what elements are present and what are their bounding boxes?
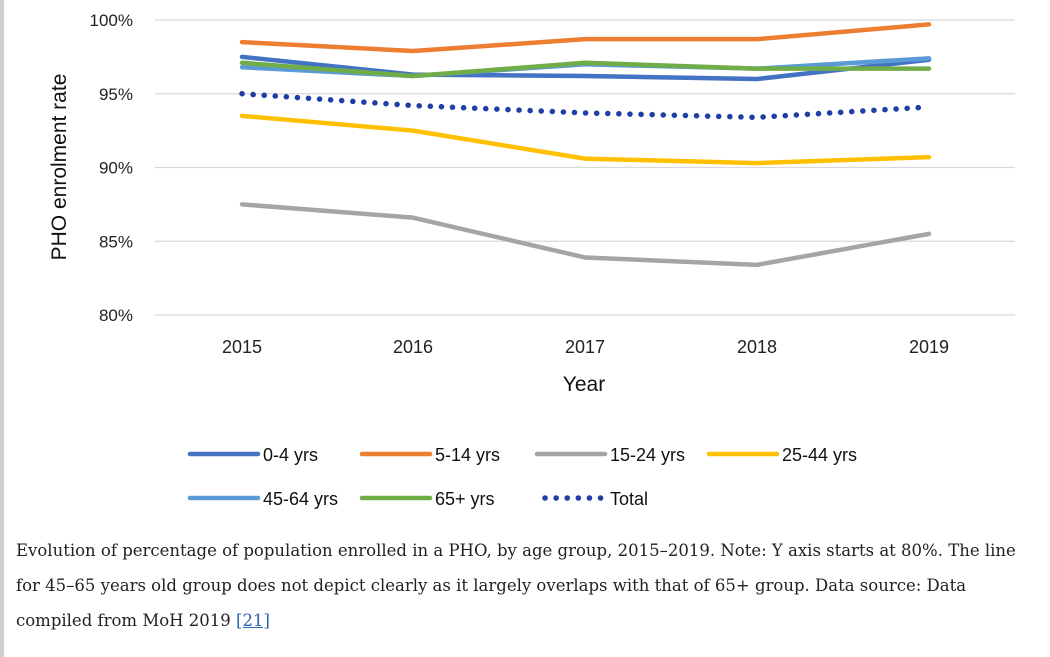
x-axis-ticks: 2015 2016 2017 2018 2019 [222,337,949,357]
legend-label-5-14-yrs: 5-14 yrs [435,445,500,465]
series-line-5-14-yrs [239,22,932,54]
x-tick-label: 2019 [909,337,949,357]
legend-label-45-64-yrs: 45-64 yrs [263,489,338,509]
series-line-25-44-yrs [239,113,932,166]
reference-link[interactable]: [21] [236,611,270,630]
y-tick-label: 100% [90,11,133,30]
series-line-total [239,91,932,121]
legend-label-25-44-yrs: 25-44 yrs [782,445,857,465]
y-tick-label: 95% [99,85,133,104]
x-tick-label: 2018 [737,337,777,357]
gridlines [155,19,1015,316]
x-tick-label: 2017 [565,337,605,357]
series-lines [239,22,932,268]
y-tick-label: 85% [99,232,133,251]
series-line-0-4-yrs [239,54,932,82]
series-line-65-yrs [239,60,932,79]
figure-caption: Evolution of percentage of population en… [16,533,1040,638]
legend-label-15-24-yrs: 15-24 yrs [610,445,685,465]
y-tick-label: 80% [99,306,133,325]
x-tick-label: 2016 [393,337,433,357]
x-axis-title: Year [563,373,605,396]
series-line-15-24-yrs [239,202,932,268]
legend: 0-4 yrs 5-14 yrs 15-24 yrs 25-44 yrs 45-64 y… [187,445,857,509]
legend-label-total: Total [610,489,648,509]
legend-label-65-yrs: 65+ yrs [435,489,495,509]
line-chart: 80% 85% 90% 95% 100% 2015 2016 2017 2018 2019 PH… [48,11,1015,509]
y-axis-ticks: 80% 85% 90% 95% 100% [90,11,133,325]
page-left-border [0,0,4,657]
caption-text: Evolution of percentage of population en… [16,541,1016,630]
legend-label-0-4-yrs: 0-4 yrs [263,445,318,465]
x-tick-label: 2015 [222,337,262,357]
y-tick-label: 90% [99,159,133,178]
y-axis-title: PHO enrolment rate [48,74,71,261]
